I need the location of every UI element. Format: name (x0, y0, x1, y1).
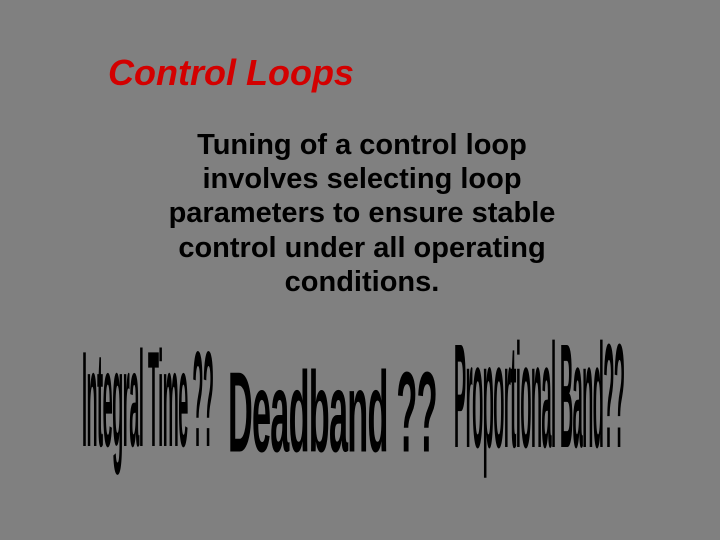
wordart-deadband: Deadband ?? (228, 350, 437, 480)
slide-body-text: Tuning of a control loop involves select… (152, 128, 572, 299)
wordart-proportional-band: Proportional Band?? (454, 318, 624, 486)
slide-title: Control Loops (108, 52, 354, 94)
wordart-integral-time: Integral Time ?? (82, 327, 213, 480)
